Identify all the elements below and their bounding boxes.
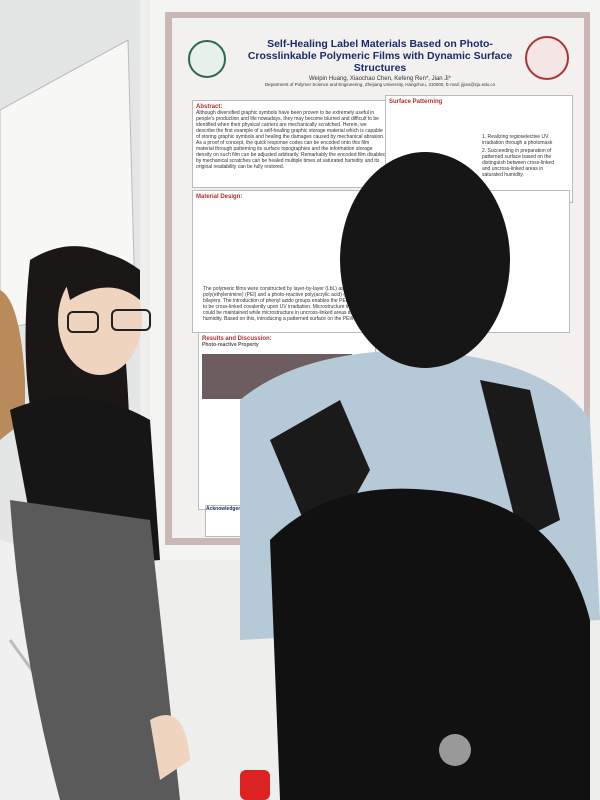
section-heading: Acknowledgement: [206, 506, 251, 512]
subheading: Photo-reactive Property: [202, 342, 259, 348]
section-heading: Surface Patterning: [389, 99, 443, 105]
university-logo: [188, 40, 226, 78]
poster-title: Self-Healing Label Materials Based on Ph…: [247, 38, 513, 74]
material-text: The polymeric films were constructed by …: [203, 286, 403, 322]
authors: Weipin Huang, Xiaochao Chen, Kefeng Ren*…: [309, 76, 451, 82]
section-heading: Material Design:: [196, 194, 243, 200]
patterning-box: Surface Patterning 1. Realizing regiosel…: [385, 95, 573, 203]
section-heading: Abstract:: [196, 104, 223, 110]
poster-header: Self-Healing Label Materials Based on Ph…: [180, 30, 580, 87]
section-heading: Results and Discussion:: [202, 336, 272, 342]
affiliation: Department of Polymer Science and Engine…: [264, 82, 496, 87]
list-item: 1. Realizing regioselective UV irradiati…: [482, 134, 553, 146]
abstract-box: Abstract: Although diversified graphic s…: [192, 100, 390, 188]
list-item: 2. Succeeding in preparation of patterne…: [482, 148, 554, 178]
anniversary-logo: [525, 36, 569, 80]
abstract-text: Although diversified graphic symbols hav…: [196, 110, 386, 170]
